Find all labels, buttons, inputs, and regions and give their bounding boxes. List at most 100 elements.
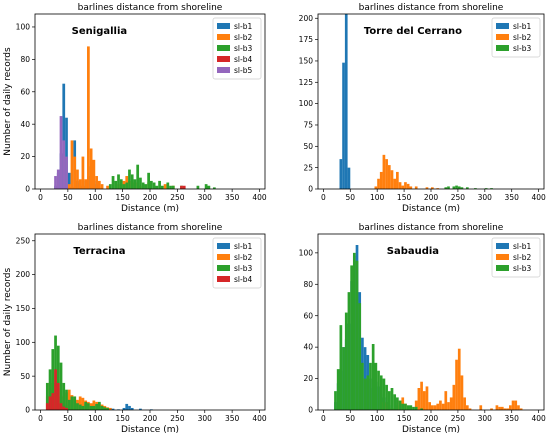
x-tick-label: 250 <box>170 414 185 423</box>
bar-sl-b2-100 <box>377 178 380 189</box>
y-tick-label: 0 <box>308 185 313 194</box>
bar-sl-b3-40 <box>62 382 66 410</box>
x-tick-label: 200 <box>424 414 439 423</box>
bar-sl-b4-260 <box>182 185 186 189</box>
legend-label-sl-b1: sl-b1 <box>513 242 531 251</box>
bar-sl-b2-225 <box>163 184 167 189</box>
bar-sl-b3-210 <box>155 185 159 189</box>
bar-sl-b3-310 <box>490 188 493 189</box>
bar-sl-b4-255 <box>180 185 183 189</box>
bar-sl-b2-130 <box>393 178 397 189</box>
bar-sl-b3-145 <box>119 179 123 189</box>
bar-sl-b3-120 <box>387 391 391 410</box>
bar-sl-b2-105 <box>97 180 101 189</box>
bar-sl-b3-155 <box>125 182 129 189</box>
y-tick-label: 50 <box>303 142 313 151</box>
chart-panel-1: 0 50 100 150 200 250 300 350 400 0 20 40 60 80 100 barl… <box>3 3 267 214</box>
y-tick-label: 80 <box>20 55 30 64</box>
bar-sl-b3-100 <box>95 403 98 410</box>
legend-box <box>212 17 262 80</box>
y-tick-label: 0 <box>308 406 313 415</box>
bar-sl-b3-40 <box>344 312 348 410</box>
bar-sl-b2-135 <box>396 171 399 189</box>
bar-sl-b5-45 <box>65 156 68 189</box>
legend-swatch-sl-b4 <box>217 56 230 62</box>
chart-title: barlines distance from shoreline <box>78 223 223 233</box>
x-tick-label: 250 <box>451 193 466 202</box>
bar-sl-b3-155 <box>406 405 410 410</box>
bar-sl-b2-230 <box>447 402 450 410</box>
bar-sl-b2-330 <box>500 406 504 410</box>
bar-sl-b2-75 <box>81 156 85 189</box>
bar-sl-b2-185 <box>422 391 426 410</box>
bar-sl-b1-50 <box>67 172 71 189</box>
x-tick-label: 250 <box>170 193 185 202</box>
bar-sl-b2-160 <box>409 186 413 189</box>
bar-sl-b2-70 <box>78 179 82 189</box>
x-axis-label: Distance (m) <box>121 425 179 434</box>
bar-sl-b5-40 <box>62 140 66 189</box>
bar-sl-b3-10 <box>45 382 49 410</box>
legend-label-sl-b3: sl-b3 <box>513 264 531 273</box>
x-tick-label: 200 <box>143 414 158 423</box>
legend-swatch-sl-b1 <box>496 243 509 249</box>
chart-title: barlines distance from shoreline <box>359 223 504 233</box>
bar-sl-b3-235 <box>169 185 172 189</box>
bar-sl-b1-45 <box>65 117 68 189</box>
bar-sl-b2-145 <box>401 185 405 189</box>
legend-label-sl-b2: sl-b2 <box>513 253 531 262</box>
bar-sl-b1-130 <box>111 408 115 410</box>
bar-sl-b1-150 <box>122 407 126 410</box>
bar-sl-b3-230 <box>166 182 170 189</box>
x-tick-label: 0 <box>38 193 43 202</box>
bar-sl-b1-155 <box>125 403 129 410</box>
bar-sl-b2-250 <box>457 348 461 410</box>
bar-sl-b5-25 <box>54 176 57 189</box>
x-tick-label: 150 <box>115 414 130 423</box>
bar-sl-b3-170 <box>133 179 137 189</box>
x-axis-label: Distance (m) <box>402 425 460 434</box>
x-tick-label: 350 <box>225 193 240 202</box>
y-tick-label: 60 <box>303 311 313 320</box>
legend-swatch-sl-b1 <box>217 243 230 249</box>
bar-sl-b2-125 <box>108 407 112 410</box>
x-tick-label: 400 <box>252 414 267 423</box>
bar-sl-b2-225 <box>444 391 448 410</box>
bar-sl-b3-170 <box>414 406 418 410</box>
bar-sl-b3-35 <box>59 362 63 410</box>
bar-sl-b4-45 <box>65 407 68 410</box>
x-tick-label: 50 <box>346 414 356 423</box>
bar-sl-b1-165 <box>130 407 134 410</box>
y-tick-label: 250 <box>16 236 31 245</box>
bar-sl-b3-20 <box>334 391 337 410</box>
bar-sl-b3-20 <box>51 349 55 410</box>
bar-sl-b3-200 <box>150 180 153 189</box>
bar-sl-b3-315 <box>212 187 216 189</box>
y-tick-label: 50 <box>20 372 30 381</box>
bar-sl-b2-310 <box>490 408 493 410</box>
bar-sl-b3-15 <box>48 369 52 410</box>
bar-sl-b3-130 <box>393 394 397 410</box>
bar-sl-b3-135 <box>114 180 118 189</box>
bar-sl-b1-45 <box>347 167 351 189</box>
legend-swatch-sl-b3 <box>496 265 509 271</box>
y-tick-label: 0 <box>25 406 30 415</box>
x-tick-label: 100 <box>88 193 103 202</box>
x-tick-label: 200 <box>424 193 439 202</box>
bar-sl-b3-285 <box>196 185 200 189</box>
x-tick-label: 400 <box>531 414 546 423</box>
bar-sl-b2-325 <box>498 406 501 410</box>
bar-sl-b3-245 <box>455 185 458 189</box>
y-tick-label: 25 <box>303 163 313 172</box>
y-tick-label: 40 <box>303 343 313 352</box>
bar-sl-b3-90 <box>371 344 375 410</box>
bar-sl-b4-25 <box>54 369 57 410</box>
chart-title: barlines distance from shoreline <box>359 3 504 13</box>
x-tick-label: 300 <box>198 193 213 202</box>
bar-sl-b4-35 <box>59 403 63 410</box>
bar-sl-b2-90 <box>89 148 93 189</box>
bar-sl-b3-35 <box>342 347 345 410</box>
y-axis-label: Number of daily records <box>3 47 13 156</box>
legend-swatch-sl-b5 <box>217 67 230 73</box>
bar-sl-b3-70 <box>78 404 82 410</box>
